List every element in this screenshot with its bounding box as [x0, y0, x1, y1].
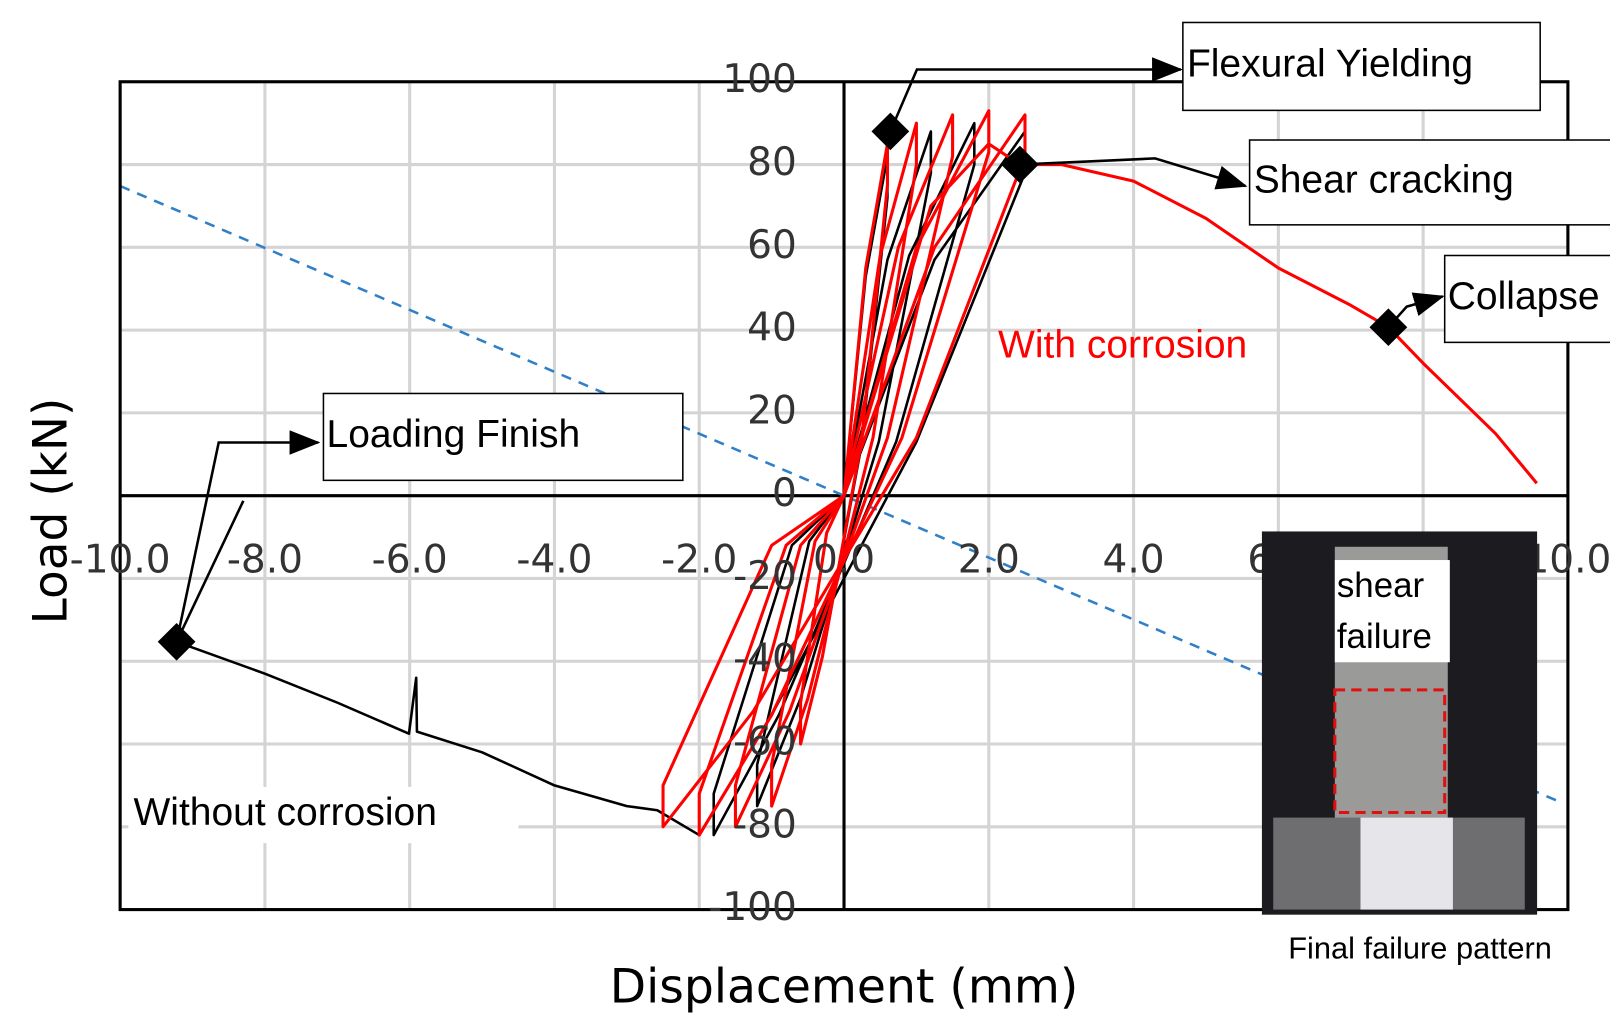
series-line — [661, 109, 1538, 837]
inset-label-bg — [1334, 560, 1450, 663]
y-tick-label: -100 — [708, 885, 797, 930]
y-tick-label: 60 — [747, 223, 797, 268]
y-tick-label: 0 — [772, 471, 797, 516]
annotations: Flexural Yielding Shear cracking Collapse L… — [157, 21, 1610, 661]
ticks: -10.0-8.0-6.0-4.0-2.00.02.04.06.08.010.0… — [70, 57, 1610, 930]
x-tick-label: -2.0 — [661, 538, 737, 583]
inset-label: failure — [1337, 617, 1432, 656]
inset-photo: shear failure — [1261, 531, 1538, 915]
x-tick-label: 2.0 — [958, 538, 1020, 583]
annotation-text: Shear cracking — [1254, 159, 1514, 202]
annotation-arrow — [1019, 157, 1248, 190]
x-tick-label: 4.0 — [1103, 538, 1165, 583]
y-tick-label: 40 — [747, 306, 797, 351]
y-tick-label: -20 — [733, 554, 797, 599]
plot-frame — [118, 80, 1570, 912]
x-tick-label: -6.0 — [372, 538, 448, 583]
photo-wall — [1360, 817, 1453, 910]
annotation-line — [175, 500, 245, 643]
annotation-arrow — [175, 430, 321, 643]
annotation-box — [1248, 139, 1610, 226]
annotation-marker — [1001, 145, 1039, 184]
annotation-box — [1182, 21, 1541, 112]
x-tick-label: -4.0 — [516, 538, 592, 583]
legend-label: Without corrosion — [133, 791, 436, 834]
annotation-text: Collapse — [1448, 275, 1600, 318]
x-tick-label: -10.0 — [70, 538, 171, 583]
y-tick-label: 100 — [722, 57, 796, 102]
annotation-arrow — [889, 57, 1183, 132]
y-tick-label: 20 — [747, 388, 797, 433]
legend-bg — [128, 786, 519, 844]
annotation-box — [1443, 254, 1610, 344]
legend-label: With corrosion — [998, 324, 1247, 367]
annotation-marker — [1369, 308, 1408, 346]
y-tick-label: -60 — [733, 720, 797, 765]
x-axis-label: Displacement (mm) — [610, 959, 1078, 1014]
y-tick-label: -40 — [733, 637, 797, 682]
plot-lines: Without corrosion With corrosion — [128, 109, 1538, 844]
trend-line — [119, 184, 1562, 804]
y-axis-label: Load (kN) — [23, 398, 78, 625]
annotation-marker — [871, 112, 910, 151]
inset-label: shear — [1337, 566, 1425, 605]
annotation-text: Flexural Yielding — [1187, 43, 1473, 86]
inset-caption: Final failure pattern — [1288, 931, 1552, 966]
x-tick-label: 0.0 — [813, 538, 875, 583]
annotation-box — [322, 392, 684, 482]
failure-box — [1333, 688, 1447, 815]
y-tick-label: 80 — [747, 140, 797, 185]
y-tick-label: -80 — [733, 802, 797, 847]
x-tick-label: 10.0 — [1524, 538, 1610, 583]
annotation-text: Loading Finish — [327, 413, 581, 456]
annotation-marker — [157, 622, 196, 661]
x-tick-label: -8.0 — [227, 538, 303, 583]
